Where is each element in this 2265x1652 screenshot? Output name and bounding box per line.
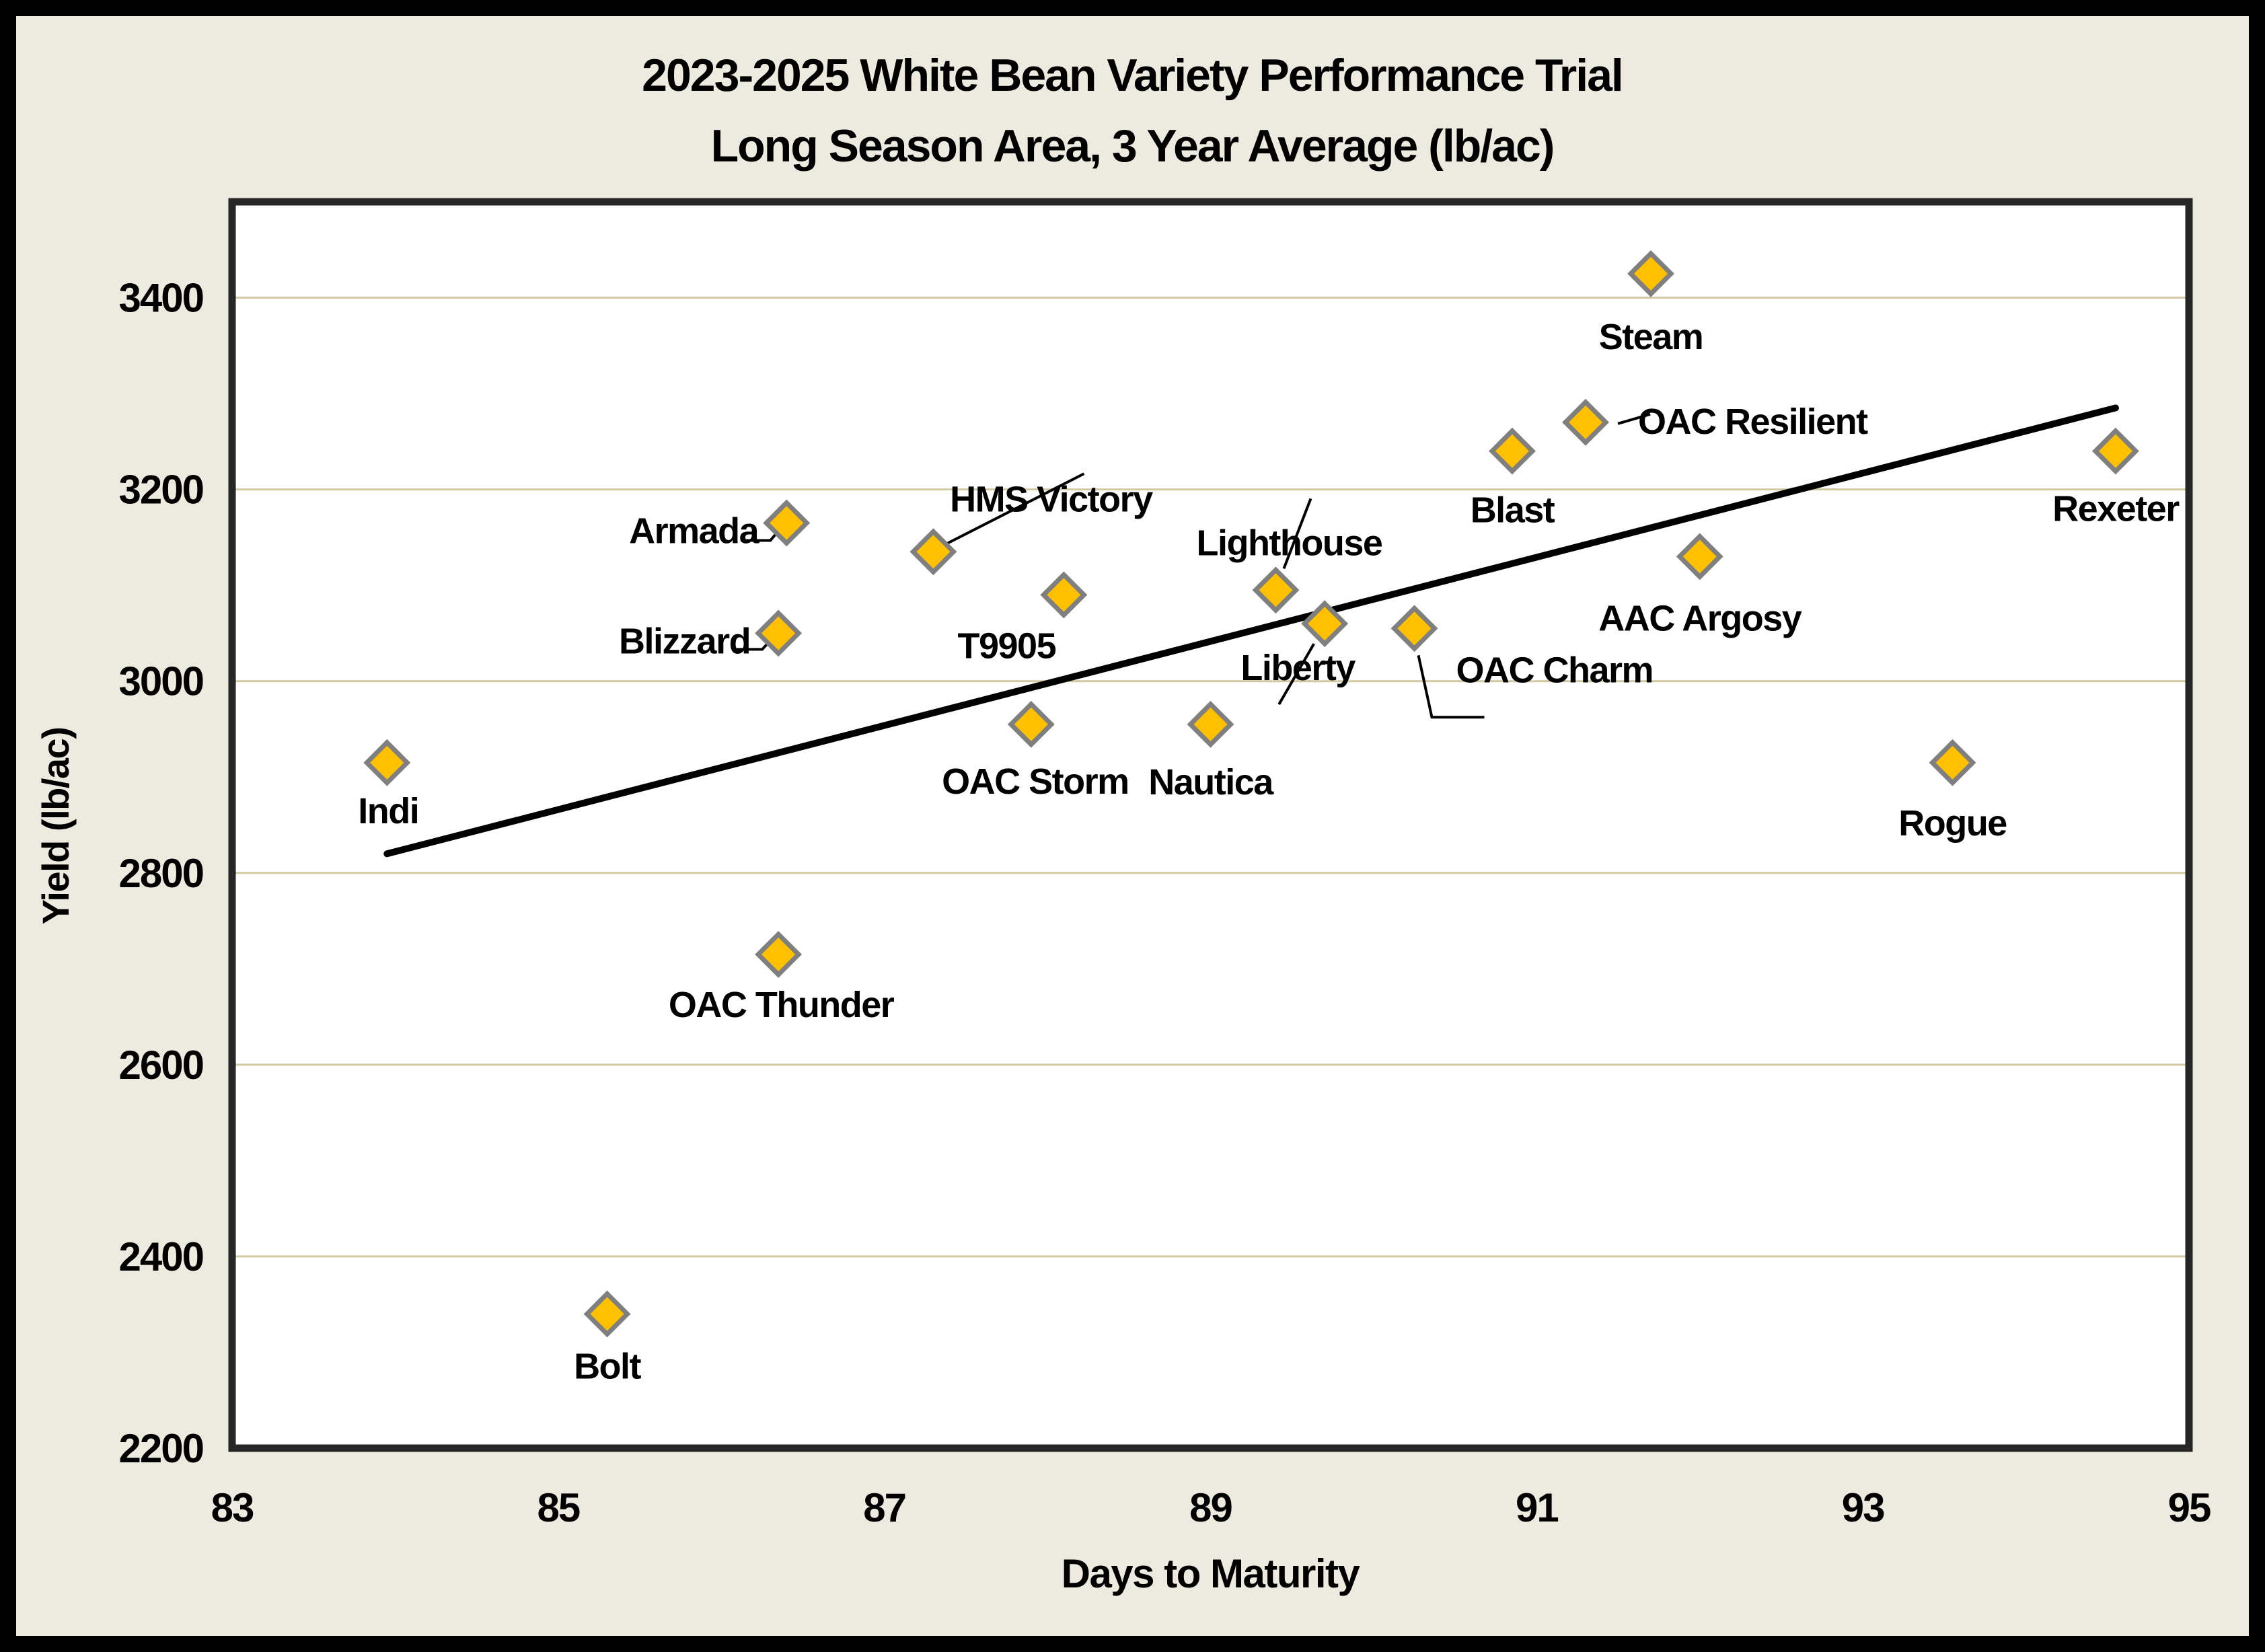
y-axis-title: Yield (lb/ac) <box>34 728 77 925</box>
y-tick-3000: 3000 <box>119 659 203 704</box>
x-tick-93: 93 <box>1842 1485 1884 1530</box>
point-oac-thunder: OAC Thunder <box>669 930 895 1025</box>
point-label: Bolt <box>574 1346 641 1386</box>
point-label: AAC Argosy <box>1598 598 1802 638</box>
point-oac-storm: OAC Storm <box>942 700 1129 802</box>
point-label: T9905 <box>958 626 1056 666</box>
point-label: Liberty <box>1240 648 1356 688</box>
leader-line <box>946 472 1085 546</box>
diamond-marker-icon <box>1929 739 1976 786</box>
x-tick-83: 83 <box>211 1485 254 1530</box>
diamond-marker-icon <box>1562 398 1610 446</box>
point-hms-victory: HMS Victory <box>909 472 1154 576</box>
leader-line <box>1282 498 1312 569</box>
plot-border <box>228 198 2193 1452</box>
point-nautica: Nautica <box>1148 700 1275 802</box>
y-tick-2800: 2800 <box>119 851 203 896</box>
diamond-marker-icon <box>2091 427 2139 475</box>
point-label: Blast <box>1471 490 1555 531</box>
point-label: OAC Thunder <box>669 985 895 1025</box>
point-blast: Blast <box>1471 427 1556 531</box>
y-tick-2600: 2600 <box>119 1043 203 1088</box>
x-tick-89: 89 <box>1189 1485 1232 1530</box>
point-label: OAC Storm <box>942 761 1129 802</box>
point-t9905: T9905 <box>958 571 1088 666</box>
chart-title-line1: 2023-2025 White Bean Variety Performance… <box>642 50 1623 101</box>
y-tick-2200: 2200 <box>119 1426 203 1471</box>
diamond-marker-icon <box>1007 700 1055 748</box>
leader-line <box>1617 412 1651 425</box>
point-liberty: Liberty <box>1240 600 1357 706</box>
plot-background <box>232 202 2189 1448</box>
diamond-marker-icon <box>1187 700 1234 748</box>
diamond-marker-icon <box>363 739 411 786</box>
point-label: Indi <box>358 791 418 831</box>
point-rexeter: Rexeter <box>2052 427 2181 529</box>
axis-tick-labels: 83 85 87 89 91 93 95 2200 2400 2600 2800 3000 3200 34… <box>119 276 2212 1530</box>
point-steam: Steam <box>1599 250 1704 357</box>
diamond-marker-icon <box>1627 250 1674 297</box>
point-label: Rexeter <box>2052 489 2180 529</box>
point-bolt: Bolt <box>574 1290 642 1386</box>
x-tick-95: 95 <box>2168 1485 2211 1530</box>
y-tick-3400: 3400 <box>119 276 203 321</box>
diamond-marker-icon <box>1301 600 1349 648</box>
y-tick-2400: 2400 <box>119 1234 203 1279</box>
diamond-marker-icon <box>755 609 803 657</box>
point-oac-charm: OAC Charm <box>1390 605 1654 719</box>
point-oac-resilient: OAC Resilient <box>1562 398 1869 446</box>
x-tick-85: 85 <box>537 1485 579 1530</box>
diamond-marker-icon <box>755 930 803 978</box>
point-indi: Indi <box>358 739 420 831</box>
x-tick-91: 91 <box>1516 1485 1558 1530</box>
diamond-marker-icon <box>1390 605 1438 652</box>
x-axis-title: Days to Maturity <box>1062 1551 1361 1596</box>
point-label: Blizzard <box>619 621 750 661</box>
point-label: Lighthouse <box>1196 523 1382 563</box>
trendline <box>383 404 2119 858</box>
point-blizzard: Blizzard <box>619 609 803 661</box>
point-label: Nautica <box>1148 762 1274 802</box>
diamond-marker-icon <box>1489 427 1536 475</box>
leader-line <box>1417 654 1485 719</box>
chart-title-line2: Long Season Area, 3 Year Average (lb/ac) <box>711 120 1554 172</box>
point-label: Armada <box>629 511 760 552</box>
point-armada: Armada <box>629 499 811 552</box>
diamond-marker-icon <box>763 499 811 547</box>
diamond-marker-icon <box>1040 571 1088 619</box>
point-aac-argosy: AAC Argosy <box>1598 533 1803 638</box>
leader-line <box>1277 643 1315 706</box>
plot-area: Indi Bolt OAC Thunder Blizzard Armada HMS Vic… <box>228 198 2193 1452</box>
point-rogue: Rogue <box>1898 739 2008 843</box>
point-label: Steam <box>1599 317 1703 357</box>
point-label: Rogue <box>1898 803 2007 843</box>
diamond-marker-icon <box>583 1290 631 1338</box>
x-tick-87: 87 <box>863 1485 905 1530</box>
point-lighthouse: Lighthouse <box>1196 498 1383 614</box>
point-label: HMS Victory <box>950 479 1153 519</box>
point-label: OAC Charm <box>1456 650 1654 690</box>
diamond-marker-icon <box>909 528 957 576</box>
y-tick-3200: 3200 <box>119 467 203 513</box>
point-label: OAC Resilient <box>1638 402 1868 442</box>
diamond-marker-icon <box>1252 566 1300 614</box>
diamond-marker-icon <box>1676 533 1723 580</box>
